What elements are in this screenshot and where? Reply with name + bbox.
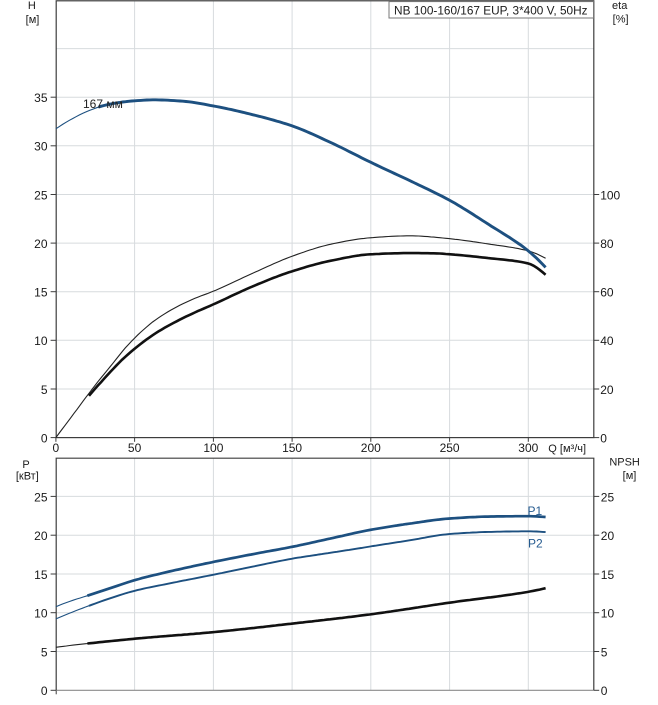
svg-text:25: 25 [34,490,48,504]
svg-text:60: 60 [600,286,614,300]
svg-text:10: 10 [601,607,615,621]
svg-text:300: 300 [518,441,538,455]
svg-text:P1: P1 [528,504,543,518]
svg-text:H: H [28,0,36,12]
svg-text:P2: P2 [528,536,543,550]
svg-text:0: 0 [600,432,607,446]
svg-text:0: 0 [41,432,48,446]
svg-text:80: 80 [600,237,614,251]
svg-text:40: 40 [600,334,614,348]
svg-text:200: 200 [361,441,381,455]
svg-text:NPSH: NPSH [609,457,640,469]
svg-text:30: 30 [34,140,48,154]
svg-text:[кВт]: [кВт] [16,470,39,482]
svg-text:0: 0 [53,441,60,455]
svg-text:[%]: [%] [613,14,629,26]
svg-text:15: 15 [601,568,615,582]
svg-text:5: 5 [601,645,608,659]
svg-text:5: 5 [41,645,48,659]
svg-text:0: 0 [601,684,608,698]
svg-text:15: 15 [34,568,48,582]
svg-text:167 мм: 167 мм [83,97,123,111]
svg-text:0: 0 [41,684,48,698]
svg-text:15: 15 [34,286,48,300]
svg-text:20: 20 [600,383,614,397]
svg-text:P: P [22,459,29,471]
svg-text:100: 100 [600,188,620,202]
svg-text:[м]: [м] [623,470,637,482]
svg-text:5: 5 [41,383,48,397]
svg-text:10: 10 [34,607,48,621]
svg-text:35: 35 [34,91,48,105]
svg-text:10: 10 [34,334,48,348]
svg-text:Q [м³/ч]: Q [м³/ч] [548,443,586,455]
svg-text:[м]: [м] [26,14,40,26]
svg-text:25: 25 [34,188,48,202]
svg-text:100: 100 [203,441,223,455]
svg-text:25: 25 [601,490,615,504]
svg-text:20: 20 [601,529,615,543]
svg-text:20: 20 [34,237,48,251]
svg-text:250: 250 [440,441,460,455]
svg-text:150: 150 [282,441,302,455]
svg-text:eta: eta [612,0,628,12]
svg-text:50: 50 [128,441,142,455]
svg-text:20: 20 [34,529,48,543]
svg-text:NB 100-160/167 EUP, 3*400 V, 5: NB 100-160/167 EUP, 3*400 V, 50Hz [394,3,588,17]
